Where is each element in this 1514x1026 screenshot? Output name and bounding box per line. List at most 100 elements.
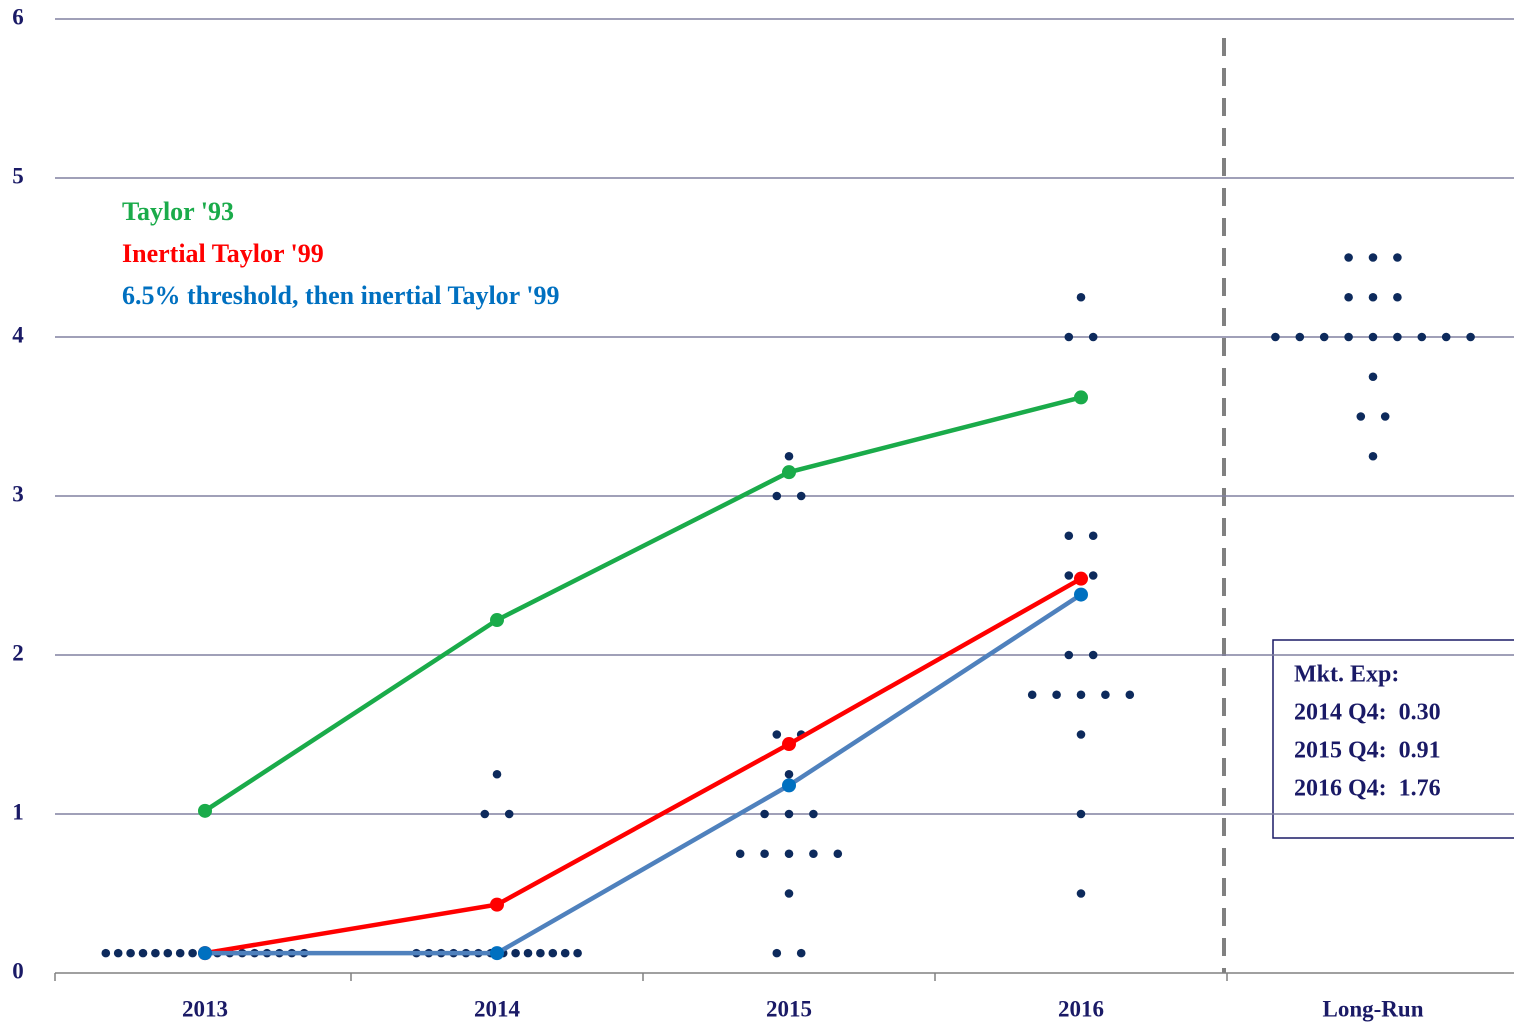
participant-dot [1125, 690, 1135, 700]
participant-dot [833, 849, 843, 859]
participant-dot [1319, 332, 1329, 342]
y-tick-label: 5 [12, 163, 24, 188]
participant-dot [1380, 412, 1390, 421]
participant-dot [1076, 730, 1086, 739]
y-tick-label: 4 [12, 322, 24, 347]
participant-dot [1466, 332, 1475, 342]
participant-dot [796, 948, 806, 958]
participant-dot [504, 809, 514, 819]
participant-dot [772, 730, 782, 739]
participant-dot [1271, 332, 1280, 342]
participant-dot [1064, 650, 1074, 660]
participant-dot [1368, 451, 1378, 461]
participant-dot [1088, 531, 1098, 541]
participant-dot [760, 809, 769, 819]
participant-dot [772, 948, 782, 958]
participant-dot [1393, 332, 1402, 342]
participant-dot [809, 849, 818, 859]
participant-dot [113, 948, 123, 958]
series-marker [1074, 587, 1088, 602]
series-marker [490, 897, 504, 912]
market-box [1272, 639, 1514, 839]
legend-entry: 6.5% threshold, then inertial Taylor '99 [122, 281, 559, 310]
participant-dot [784, 889, 794, 898]
participant-dot [784, 451, 794, 461]
participant-dot [1368, 292, 1378, 302]
box-line: 2015 Q4: 0.91 [1294, 738, 1441, 764]
series-marker [1074, 390, 1088, 405]
y-tick-label: 0 [12, 958, 24, 983]
x-tick-label: 2016 [1058, 996, 1104, 1021]
y-tick-label: 3 [12, 481, 24, 506]
participant-dot [511, 948, 520, 958]
participant-dot [101, 948, 111, 958]
participant-dot [760, 849, 769, 859]
participant-dot [1088, 571, 1098, 580]
participant-dot [1088, 332, 1098, 342]
participant-dot [138, 948, 148, 958]
participant-dot [784, 849, 794, 859]
series-marker [198, 803, 212, 818]
participant-dot [1393, 253, 1402, 262]
participant-dot [1076, 690, 1086, 700]
participant-dot [1368, 372, 1378, 382]
participant-dot [151, 948, 160, 958]
series-line [205, 592, 1083, 956]
legend-entry: Taylor '93 [122, 197, 234, 226]
box-line: 2014 Q4: 0.30 [1294, 700, 1441, 726]
x-tick-label: Long-Run [1323, 996, 1424, 1021]
x-tick-label: 2015 [766, 996, 812, 1021]
series-marker [490, 946, 504, 961]
participant-dot [163, 948, 173, 958]
participant-dot [536, 948, 545, 958]
participant-dot [1027, 690, 1037, 700]
participant-dot [1076, 889, 1086, 898]
series-marker [490, 613, 504, 628]
participant-dot [1356, 412, 1366, 421]
participant-dot [1064, 571, 1074, 580]
participant-dot [523, 948, 533, 958]
participant-dot [796, 491, 806, 501]
box-line: 2016 Q4: 1.76 [1294, 776, 1441, 802]
legend-entry: Inertial Taylor '99 [122, 239, 324, 268]
participant-dot [126, 948, 135, 958]
participant-dot [1441, 332, 1451, 342]
participant-dot [1088, 650, 1098, 660]
series-marker [782, 778, 796, 793]
participant-dot [1295, 332, 1305, 342]
participant-dot [772, 491, 782, 501]
participant-dot [1368, 332, 1378, 342]
y-tick-label: 6 [12, 4, 24, 29]
participant-dot [1417, 332, 1427, 342]
participant-dot [1052, 690, 1061, 700]
participant-dot [573, 948, 582, 958]
participant-dot [175, 948, 185, 958]
box-line: Mkt. Exp: [1294, 662, 1399, 688]
participant-dot [1344, 253, 1353, 262]
participant-dot [784, 809, 794, 819]
participant-dot [1344, 292, 1353, 302]
participant-dot [1076, 292, 1086, 302]
participant-dot [1076, 809, 1086, 819]
series-marker [1074, 571, 1088, 586]
x-tick-label: 2014 [474, 996, 521, 1021]
participant-dot [784, 769, 794, 779]
participant-dot [480, 809, 490, 819]
series-marker [782, 465, 796, 480]
participant-dot [735, 849, 745, 859]
participant-dot [492, 769, 502, 779]
participant-dot [1064, 531, 1074, 541]
series-marker [782, 737, 796, 752]
participant-dot [560, 948, 570, 958]
participant-dot [1344, 332, 1353, 342]
participant-dot [809, 809, 818, 819]
participant-dot [1368, 253, 1378, 262]
x-tick-label: 2013 [182, 996, 228, 1021]
series-line [203, 395, 1082, 813]
participant-dot [548, 948, 558, 958]
y-tick-label: 1 [12, 799, 24, 824]
participant-dot [1101, 690, 1110, 700]
participant-dot [188, 948, 197, 958]
y-tick-label: 2 [12, 640, 24, 665]
